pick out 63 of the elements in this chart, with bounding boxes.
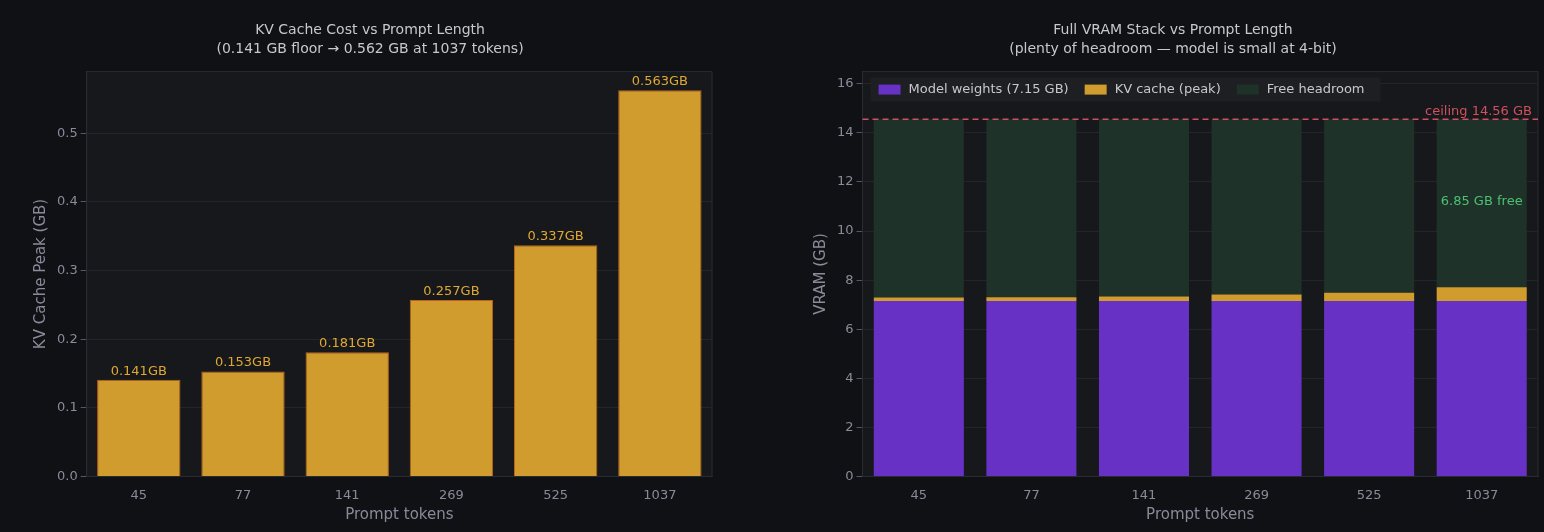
y-tick-label: 16 — [837, 75, 854, 91]
x-tick-label: 1037 — [1465, 486, 1499, 502]
x-tick-label: 77 — [1023, 486, 1040, 502]
bar — [1436, 300, 1527, 476]
y-tick-label: 0.0 — [56, 467, 78, 483]
y-tick-label: 0.5 — [56, 124, 78, 140]
bar — [1211, 119, 1302, 295]
bar — [1324, 292, 1415, 301]
x-axis-title: Prompt tokens — [1146, 504, 1255, 523]
chart-subtitle: (plenty of headroom — model is small at 4-bit) — [1009, 39, 1337, 56]
legend-label: Model weights (7.15 GB) — [908, 80, 1069, 96]
y-tick-label: 0.3 — [56, 261, 78, 277]
bar — [1211, 294, 1302, 301]
bar — [1436, 119, 1527, 288]
y-tick-label: 0.1 — [56, 399, 78, 415]
bar — [1211, 300, 1302, 476]
y-tick-label: 14 — [837, 124, 854, 140]
x-tick-label: 269 — [1244, 486, 1269, 502]
ref-line-label: ceiling 14.56 GB — [1425, 103, 1532, 119]
chart-title: Full VRAM Stack vs Prompt Length — [1053, 21, 1293, 38]
bar — [986, 119, 1077, 298]
x-tick-label: 45 — [130, 486, 148, 502]
bar — [986, 300, 1077, 476]
x-tick-label: 141 — [1131, 486, 1157, 502]
bar — [1098, 296, 1190, 301]
annotation: 6.85 GB free — [1440, 192, 1523, 208]
bar — [1098, 300, 1190, 476]
bar — [1436, 287, 1527, 301]
data-label: 0.181GB — [319, 335, 376, 351]
x-tick-label: 525 — [543, 486, 569, 502]
y-tick-label: 0.4 — [56, 193, 78, 209]
x-tick-label: 1037 — [643, 486, 677, 502]
bar — [1324, 300, 1415, 476]
y-axis-title: VRAM (GB) — [810, 233, 829, 315]
x-tick-label: 269 — [439, 486, 464, 502]
data-label: 0.141GB — [110, 362, 167, 378]
x-tick-label: 525 — [1356, 486, 1382, 502]
y-tick-label: 10 — [837, 222, 854, 238]
legend-label: Free headroom — [1266, 80, 1365, 96]
data-label: 0.563GB — [631, 73, 688, 88]
legend-label: KV cache (peak) — [1114, 80, 1221, 96]
y-tick-label: 0 — [845, 467, 854, 483]
y-tick-label: 4 — [845, 369, 854, 385]
y-tick-label: 12 — [837, 173, 854, 189]
y-tick-label: 8 — [845, 271, 854, 287]
x-tick-label: 45 — [910, 486, 928, 502]
y-tick-label: 6 — [845, 320, 854, 336]
bar — [1098, 119, 1190, 297]
chart-title: KV Cache Cost vs Prompt Length — [255, 21, 485, 38]
bar — [873, 119, 964, 298]
data-label: 0.337GB — [527, 228, 584, 244]
bar — [873, 300, 964, 476]
data-label: 0.153GB — [214, 354, 272, 370]
x-axis-title: Prompt tokens — [345, 504, 454, 523]
bar — [1324, 119, 1415, 293]
y-tick-label: 2 — [845, 418, 854, 434]
chart-subtitle: (0.141 GB floor → 0.562 GB at 1037 tokens) — [216, 39, 524, 56]
bar — [986, 297, 1077, 301]
y-tick-label: 0.2 — [56, 330, 78, 346]
x-tick-label: 77 — [234, 486, 252, 502]
x-tick-label: 141 — [334, 486, 360, 502]
y-axis-title: KV Cache Peak (GB) — [30, 198, 49, 350]
data-label: 0.257GB — [423, 282, 480, 298]
